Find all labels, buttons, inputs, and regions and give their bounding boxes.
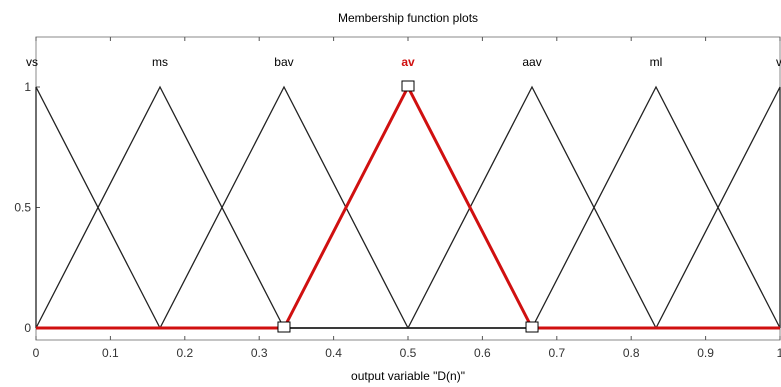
mf-line-av[interactable] [36,83,780,330]
y-tick-label: 1 [24,80,31,94]
y-tick-label: 0 [24,321,31,335]
vertex-handle[interactable] [525,321,539,333]
mf-label-aav: aav [522,55,541,69]
mf-label-ms: ms [152,55,168,69]
selection-handles[interactable] [277,80,539,333]
axis-ticks: 0 0.1 0.2 0.3 0.4 0.5 0.6 0.7 0.8 0.9 1 0 0.5 1 [14,37,781,360]
y-tick-label: 0.5 [14,201,31,215]
x-tick-label: 0.3 [251,346,268,360]
x-tick-label: 0.8 [623,346,640,360]
x-tick-label: 0.2 [176,346,193,360]
chart-title: Membership function plots [338,11,478,25]
x-tick-label: 0.6 [474,346,491,360]
mf-line-vs[interactable] [35,86,780,329]
mf-label-vs: vs [26,55,38,69]
mf-line-ms[interactable] [35,85,780,329]
mf-label-vl: vl [776,55,781,69]
mf-line-bav[interactable] [36,85,780,329]
mf-label-av: av [401,55,415,69]
mf-label-ml: ml [650,55,663,69]
x-tick-label: 0.4 [325,346,342,360]
series-layer[interactable] [35,83,781,330]
x-axis-label: output variable "D(n)" [351,369,465,383]
mf-line-vl[interactable] [36,86,781,329]
x-tick-label: 0.5 [400,346,417,360]
vertex-handle[interactable] [401,80,415,92]
x-tick-label: 1 [777,346,781,360]
mf-line-aav[interactable] [36,85,780,329]
series-labels: vs ms bav aav ml vl av [26,55,781,69]
vertex-handle[interactable] [277,321,291,333]
mf-line-ml[interactable] [36,85,781,329]
x-tick-label: 0 [33,346,40,360]
x-tick-label: 0.9 [697,346,714,360]
x-tick-label: 0.7 [548,346,565,360]
mf-label-bav: bav [274,55,293,69]
x-tick-label: 0.1 [102,346,119,360]
